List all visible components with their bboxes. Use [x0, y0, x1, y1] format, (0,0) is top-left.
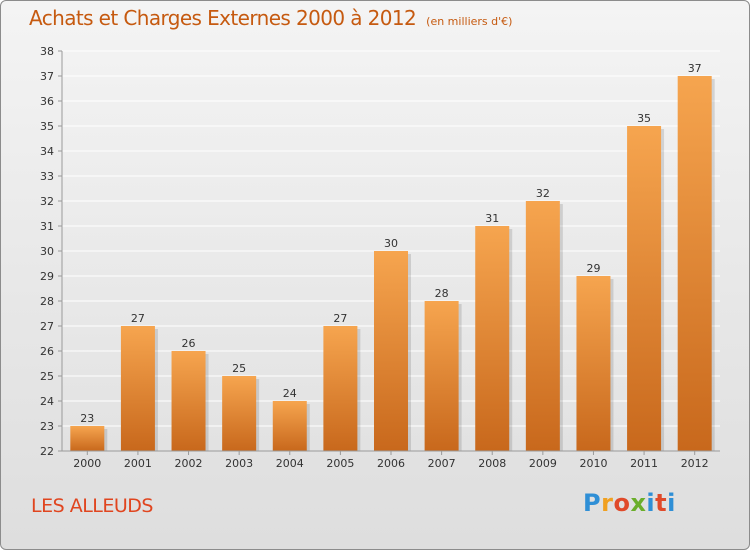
x-tick-label: 2012 [681, 457, 709, 470]
chart-title-block: Achats et Charges Externes 2000 à 2012 (… [29, 6, 512, 30]
data-label: 30 [384, 237, 398, 250]
bar-2003 [222, 376, 257, 451]
data-label: 23 [80, 412, 94, 425]
chart-subtitle: (en milliers d'€) [426, 15, 513, 28]
y-tick-label: 26 [40, 345, 54, 358]
y-tick-label: 37 [40, 70, 54, 83]
data-label: 29 [586, 262, 600, 275]
bar-2000 [70, 426, 105, 451]
y-tick-label: 30 [40, 245, 54, 258]
bar-2011 [627, 126, 662, 451]
data-label: 31 [485, 212, 499, 225]
x-tick-label: 2004 [276, 457, 304, 470]
x-tick-label: 2009 [529, 457, 557, 470]
logo-letter: t [655, 489, 668, 517]
bar-2007 [424, 301, 459, 451]
logo-letter: i [667, 489, 676, 517]
logo-letter: P [583, 489, 602, 517]
y-tick-label: 23 [40, 420, 54, 433]
x-tick-label: 2010 [579, 457, 607, 470]
bar-2010 [576, 276, 611, 451]
logo-letter: i [646, 489, 656, 517]
bar-2006 [374, 251, 408, 451]
bar-2001 [120, 326, 155, 451]
y-tick-label: 24 [40, 395, 54, 408]
data-label: 25 [232, 362, 246, 375]
data-label: 27 [131, 312, 145, 325]
logo-letter: x [630, 489, 647, 517]
data-label: 37 [688, 62, 702, 75]
y-tick-label: 33 [40, 170, 54, 183]
y-tick-label: 34 [40, 145, 54, 158]
data-label: 28 [435, 287, 449, 300]
y-tick-label: 28 [40, 295, 54, 308]
logo-letter: r [601, 489, 614, 517]
bar-2005 [323, 326, 358, 451]
data-label: 27 [333, 312, 347, 325]
data-label: 26 [182, 337, 196, 350]
proxiti-logo[interactable]: Proxiti [583, 489, 676, 517]
data-label: 35 [637, 112, 651, 125]
y-tick-label: 36 [40, 95, 54, 108]
y-tick-label: 38 [40, 45, 54, 58]
x-tick-label: 2000 [73, 457, 101, 470]
x-tick-label: 2008 [478, 457, 506, 470]
bar-2002 [171, 351, 206, 451]
y-tick-label: 31 [40, 220, 54, 233]
data-label: 24 [283, 387, 297, 400]
y-tick-label: 27 [40, 320, 54, 333]
x-tick-label: 2007 [428, 457, 456, 470]
x-tick-label: 2003 [225, 457, 253, 470]
y-tick-label: 22 [40, 445, 54, 458]
y-tick-label: 35 [40, 120, 54, 133]
x-tick-label: 2002 [175, 457, 203, 470]
data-label: 32 [536, 187, 550, 200]
bar-2008 [475, 226, 510, 451]
chart-title: Achats et Charges Externes 2000 à 2012 [29, 6, 417, 30]
y-tick-label: 25 [40, 370, 54, 383]
y-tick-label: 32 [40, 195, 54, 208]
bar-2004 [272, 401, 307, 451]
y-tick-label: 29 [40, 270, 54, 283]
x-tick-label: 2006 [377, 457, 405, 470]
bar-2009 [525, 201, 560, 451]
x-tick-label: 2005 [326, 457, 354, 470]
commune-name: LES ALLEUDS [31, 495, 153, 517]
x-tick-label: 2011 [630, 457, 658, 470]
bar-2012 [677, 76, 712, 451]
x-tick-label: 2001 [124, 457, 152, 470]
logo-letter: o [613, 489, 631, 517]
